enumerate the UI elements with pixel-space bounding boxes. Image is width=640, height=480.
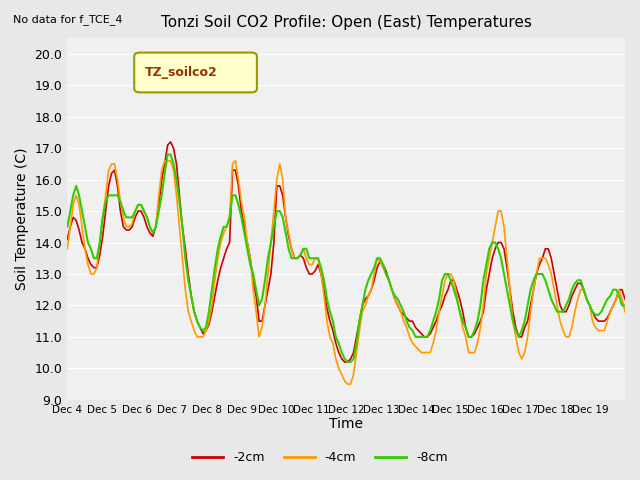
Title: Tonzi Soil CO2 Profile: Open (East) Temperatures: Tonzi Soil CO2 Profile: Open (East) Temp… bbox=[161, 15, 532, 30]
Y-axis label: Soil Temperature (C): Soil Temperature (C) bbox=[15, 148, 29, 290]
FancyBboxPatch shape bbox=[134, 53, 257, 92]
X-axis label: Time: Time bbox=[329, 418, 363, 432]
Text: No data for f_TCE_4: No data for f_TCE_4 bbox=[13, 14, 122, 25]
Text: TZ_soilco2: TZ_soilco2 bbox=[145, 66, 218, 79]
Legend: -2cm, -4cm, -8cm: -2cm, -4cm, -8cm bbox=[187, 446, 453, 469]
